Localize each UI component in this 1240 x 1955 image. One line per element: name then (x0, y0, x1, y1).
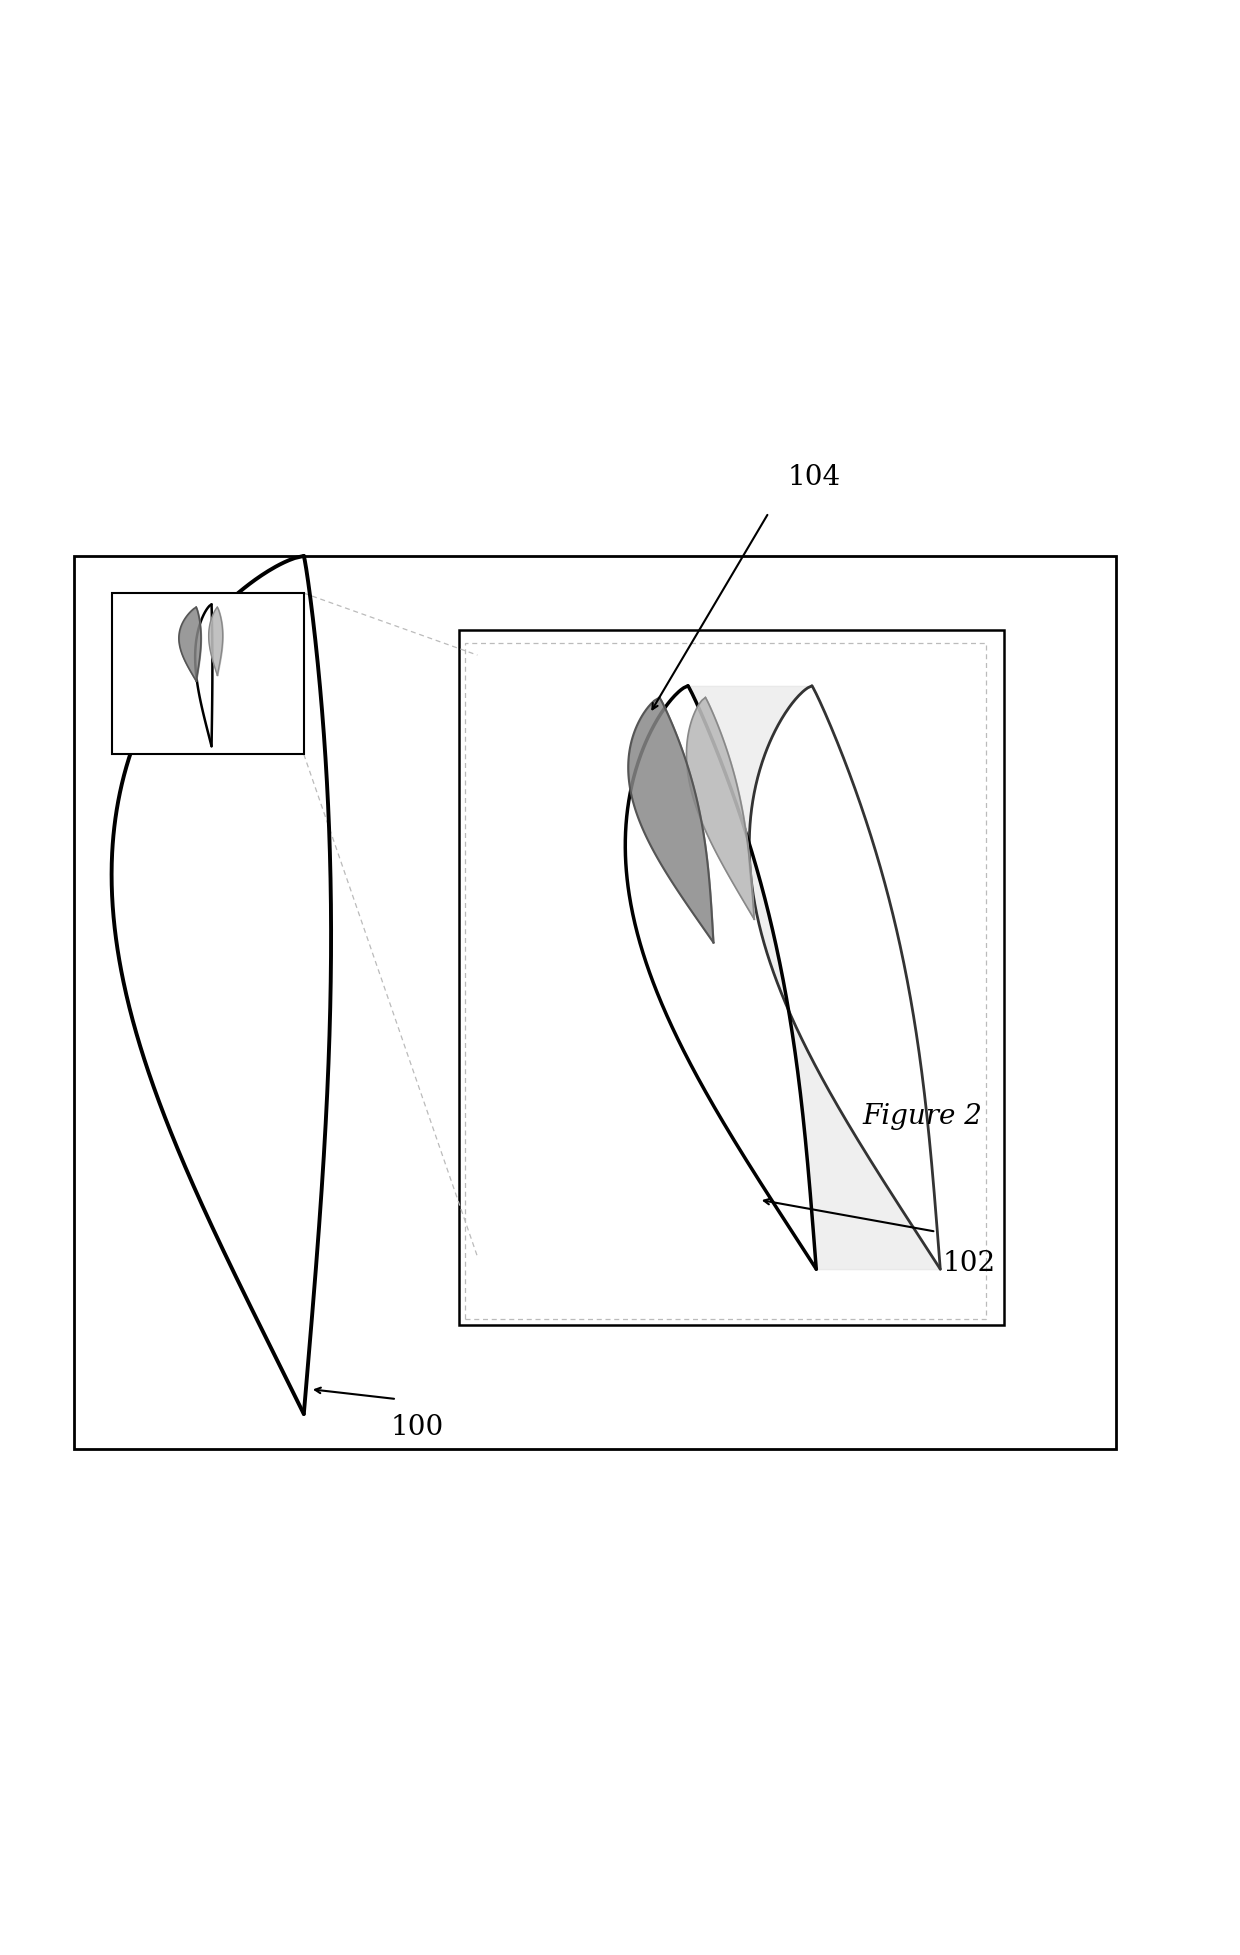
Bar (459, 630, 1004, 1325)
Bar (74, 555, 1116, 1449)
Text: 102: 102 (942, 1251, 996, 1277)
Bar (112, 592, 304, 755)
Text: 100: 100 (391, 1413, 444, 1441)
Text: Figure 2: Figure 2 (863, 1103, 982, 1130)
Text: 104: 104 (787, 465, 841, 491)
Bar (465, 643, 986, 1318)
